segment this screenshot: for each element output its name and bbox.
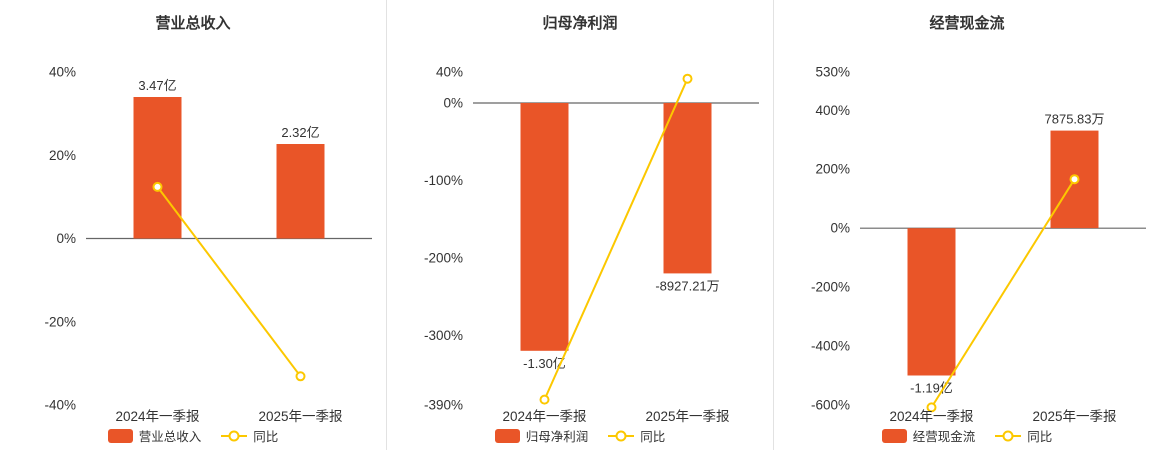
y-tick-label: -100%: [424, 173, 463, 188]
cash-flow-chart-panel: 经营现金流 530% 400% 200% 0% -200% -400% -600% -1.19…: [774, 0, 1160, 450]
panel-divider: [386, 0, 387, 450]
y-tick-label: -200%: [424, 250, 463, 265]
y-tick-label: 0%: [830, 221, 850, 236]
y-tick-label: -20%: [44, 314, 76, 329]
legend-item-line-series[interactable]: 同比: [608, 426, 665, 445]
legend-item-bar-series[interactable]: 营业总收入: [107, 426, 202, 445]
legend-label: 同比: [640, 430, 666, 444]
y-tick-label: 40%: [436, 65, 463, 80]
yoy-line: [543, 78, 689, 401]
chart-title: 营业总收入: [155, 15, 231, 32]
y-tick-label: 530%: [815, 65, 850, 80]
bar[interactable]: [907, 228, 956, 376]
yoy-line: [930, 178, 1076, 408]
y-tick-label: -600%: [811, 398, 850, 413]
y-tick-label: -390%: [424, 398, 463, 413]
y-tick-label: 400%: [815, 103, 850, 118]
line-series-swatch-icon: [608, 429, 635, 443]
legend-item-bar-series[interactable]: 归母净利润: [494, 426, 589, 445]
chart-title: 经营现金流: [929, 15, 1005, 32]
net-profit-chart-plot: 40% 0% -100% -200% -300% -390% -1.30亿 -8927.21万…: [424, 65, 759, 424]
bar[interactable]: [276, 144, 325, 239]
bar-value-label: 7875.83万: [1045, 112, 1105, 127]
legend: 归母净利润 同比: [387, 426, 773, 445]
yoy-line: [156, 186, 302, 377]
y-tick-label: 40%: [49, 65, 76, 80]
legend: 营业总收入 同比: [0, 426, 386, 445]
y-tick-label: 200%: [815, 162, 850, 177]
bar[interactable]: [520, 103, 569, 351]
yoy-line-marker[interactable]: [682, 73, 693, 84]
y-tick-label: 20%: [49, 148, 76, 163]
legend-label: 经营现金流: [912, 430, 976, 444]
y-tick-label: -300%: [424, 328, 463, 343]
yoy-line-marker[interactable]: [926, 402, 937, 413]
legend-item-line-series[interactable]: 同比: [221, 426, 278, 445]
cash-flow-chart-plot: 530%400%200%0%-200%-400%-600%-1.19亿7875.…: [811, 65, 1146, 424]
legend-label: 同比: [253, 430, 279, 444]
x-category-label: 2025年一季报: [645, 409, 729, 424]
y-tick-label: 0%: [56, 231, 76, 246]
bar[interactable]: [663, 103, 712, 274]
y-tick-label: -400%: [811, 339, 850, 354]
yoy-line-marker[interactable]: [152, 181, 163, 192]
revenue-chart-plot: 40% 20% 0% -20% -40% 3.47亿 2.32亿 2024年一季报 2025年一…: [44, 65, 372, 424]
bar-series-swatch-icon: [494, 428, 520, 443]
x-category-label: 2025年一季报: [258, 409, 342, 424]
yoy-line-marker[interactable]: [1069, 174, 1080, 185]
bar-value-label: 3.47亿: [138, 78, 176, 93]
net-profit-chart-panel: 归母净利润 40% 0% -100% -200% -300% -390% -1.30亿 -89…: [387, 0, 773, 450]
x-category-label: 2024年一季报: [502, 409, 586, 424]
yoy-line-marker[interactable]: [539, 394, 550, 405]
legend-label: 同比: [1027, 430, 1053, 444]
y-tick-label: -40%: [44, 398, 76, 413]
legend-item-bar-series[interactable]: 经营现金流: [881, 426, 976, 445]
bar-series-swatch-icon: [107, 428, 133, 443]
panel-divider: [773, 0, 774, 450]
bar-value-label: -8927.21万: [655, 278, 719, 293]
y-tick-label: 0%: [443, 96, 463, 111]
revenue-chart-panel: 营业总收入 40% 20% 0% -20% -40% 3.47亿 2.32亿 2024年一季报…: [0, 0, 386, 450]
bar-series-swatch-icon: [881, 428, 907, 443]
bar-value-label: 2.32亿: [281, 125, 319, 140]
y-tick-label: -200%: [811, 280, 850, 295]
line-series-swatch-icon: [995, 429, 1022, 443]
legend-item-line-series[interactable]: 同比: [995, 426, 1052, 445]
x-category-label: 2024年一季报: [115, 409, 199, 424]
x-category-label: 2024年一季报: [889, 409, 973, 424]
yoy-line-marker[interactable]: [295, 371, 306, 382]
chart-title: 归母净利润: [542, 15, 618, 32]
legend-label: 归母净利润: [525, 430, 589, 444]
legend-label: 营业总收入: [138, 430, 202, 444]
legend: 经营现金流 同比: [774, 426, 1160, 445]
bar-value-label: -1.30亿: [523, 356, 566, 371]
line-series-swatch-icon: [221, 429, 248, 443]
bar[interactable]: [133, 97, 182, 239]
x-category-label: 2025年一季报: [1032, 409, 1116, 424]
